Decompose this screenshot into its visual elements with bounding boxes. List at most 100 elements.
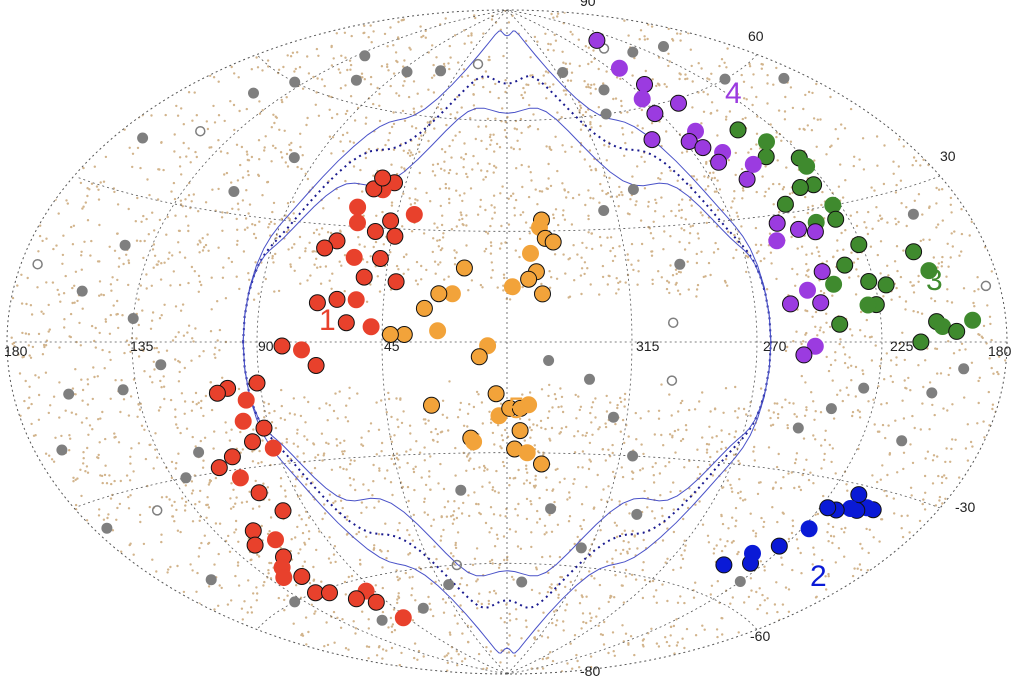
background-dot [600,498,603,501]
background-dot [910,494,913,497]
background-dot [949,196,953,200]
background-dot [74,270,78,273]
background-dot [466,74,470,78]
background-dot [874,344,877,347]
background-dot [104,318,107,321]
background-dot [754,535,757,538]
background-dot [258,112,262,115]
background-dot [422,418,426,421]
background-dot [23,399,26,403]
background-dot [893,260,897,263]
background-dot [525,517,529,521]
background-dot [641,467,644,470]
background-dot [93,165,97,168]
background-dot [286,54,289,57]
background-dot [775,66,778,70]
background-dot [868,528,871,531]
background-dot [828,325,832,329]
background-dot [941,188,944,191]
background-dot [849,214,852,217]
background-dot [568,515,572,518]
background-dot [550,530,554,533]
background-dot [298,235,302,239]
background-dot [639,29,643,32]
background-dot [76,477,79,480]
background-dot [387,397,391,401]
background-dot [244,217,248,220]
background-dot [771,423,775,426]
background-dot [515,617,518,621]
background-dot [221,211,224,214]
background-dot [603,174,606,177]
background-dot [227,257,230,260]
background-dot [179,530,182,534]
background-dot [878,430,881,433]
background-dot [780,406,784,409]
background-dot [514,507,517,511]
background-dot [585,246,588,249]
background-dot [988,315,992,318]
background-dot [251,460,255,463]
background-dot [85,465,89,468]
background-dot [332,501,335,505]
background-dot [433,74,436,77]
background-dot [988,357,991,360]
background-dot [594,87,597,91]
group-1-point [374,169,392,187]
background-dot [299,494,302,497]
background-dot [346,131,349,134]
background-dot [413,656,416,660]
background-dot [740,167,744,171]
background-dot [485,667,489,670]
background-dot [490,139,493,142]
grey-source-point [119,239,131,251]
background-dot [607,145,611,148]
background-dot [193,91,196,94]
background-dot [787,537,791,541]
background-dot [771,487,775,490]
background-dot [553,393,557,396]
background-dot [936,455,939,458]
background-dot [551,621,554,625]
background-dot [390,625,394,628]
background-dot [672,508,675,511]
grey-source-point [598,205,610,216]
background-dot [285,96,288,99]
background-dot [284,161,287,164]
background-dot [452,510,456,513]
background-dot [385,411,388,414]
background-dot [365,535,368,538]
background-dot [97,418,100,421]
background-dot [44,371,48,374]
background-dot [390,457,393,461]
background-dot [652,595,656,598]
background-dot [570,145,573,149]
background-dot [521,96,525,100]
background-dot [360,501,364,504]
background-dot [479,512,482,516]
background-dot [258,505,261,508]
background-dot [881,423,885,427]
background-dot [825,588,828,591]
group-3-point [877,276,895,294]
background-dot [896,269,899,273]
group-1-point [264,439,282,457]
background-dot [509,194,513,198]
background-dot [504,428,507,432]
background-dot [378,290,382,293]
background-dot [373,506,376,509]
background-dot [684,73,687,76]
background-dot [187,281,190,285]
background-dot [198,519,201,522]
group-3-point [859,296,877,314]
background-dot [854,293,858,296]
background-dot [320,432,324,435]
background-dot [697,62,700,65]
background-dot [982,324,986,328]
background-dot [605,70,608,73]
grey-source-point [557,67,569,78]
background-dot [592,49,595,52]
background-dot [257,292,260,295]
background-dot [622,548,625,552]
background-dot [682,517,685,521]
